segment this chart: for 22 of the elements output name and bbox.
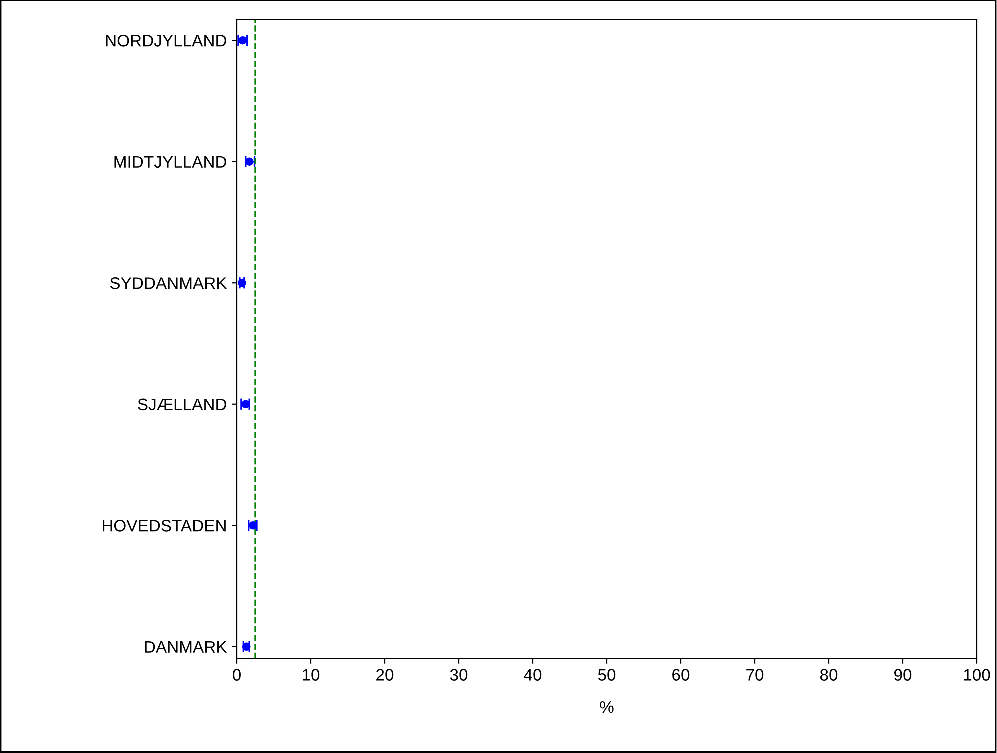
x-tick-label: 10 (303, 669, 320, 681)
x-tick-label: 0 (233, 669, 241, 681)
x-axis-title: % (600, 701, 614, 714)
y-tick-label: SJÆLLAND (138, 398, 226, 411)
x-tick-label: 50 (598, 669, 616, 681)
x-tick-label: 40 (524, 669, 542, 681)
x-tick-label: 20 (376, 669, 394, 681)
x-tick-label: 90 (894, 669, 912, 681)
x-tick-label: 100 (964, 669, 990, 681)
x-tick-label: 60 (672, 669, 690, 681)
y-tick-label: NORDJYLLAND (106, 35, 226, 47)
point (238, 36, 248, 45)
y-tick-label: MIDTJYLLAND (114, 156, 226, 168)
y-tick-label: HOVEDSTADEN (103, 520, 226, 532)
y-tick-label: DANMARK (145, 641, 228, 653)
x-tick-label: 30 (450, 669, 468, 681)
y-tick-label: SYDDANMARK (110, 278, 228, 290)
x-tick-label: 80 (820, 669, 838, 681)
point (238, 278, 246, 288)
point (249, 521, 258, 530)
x-tick-label: 70 (746, 669, 764, 681)
point (242, 642, 251, 652)
